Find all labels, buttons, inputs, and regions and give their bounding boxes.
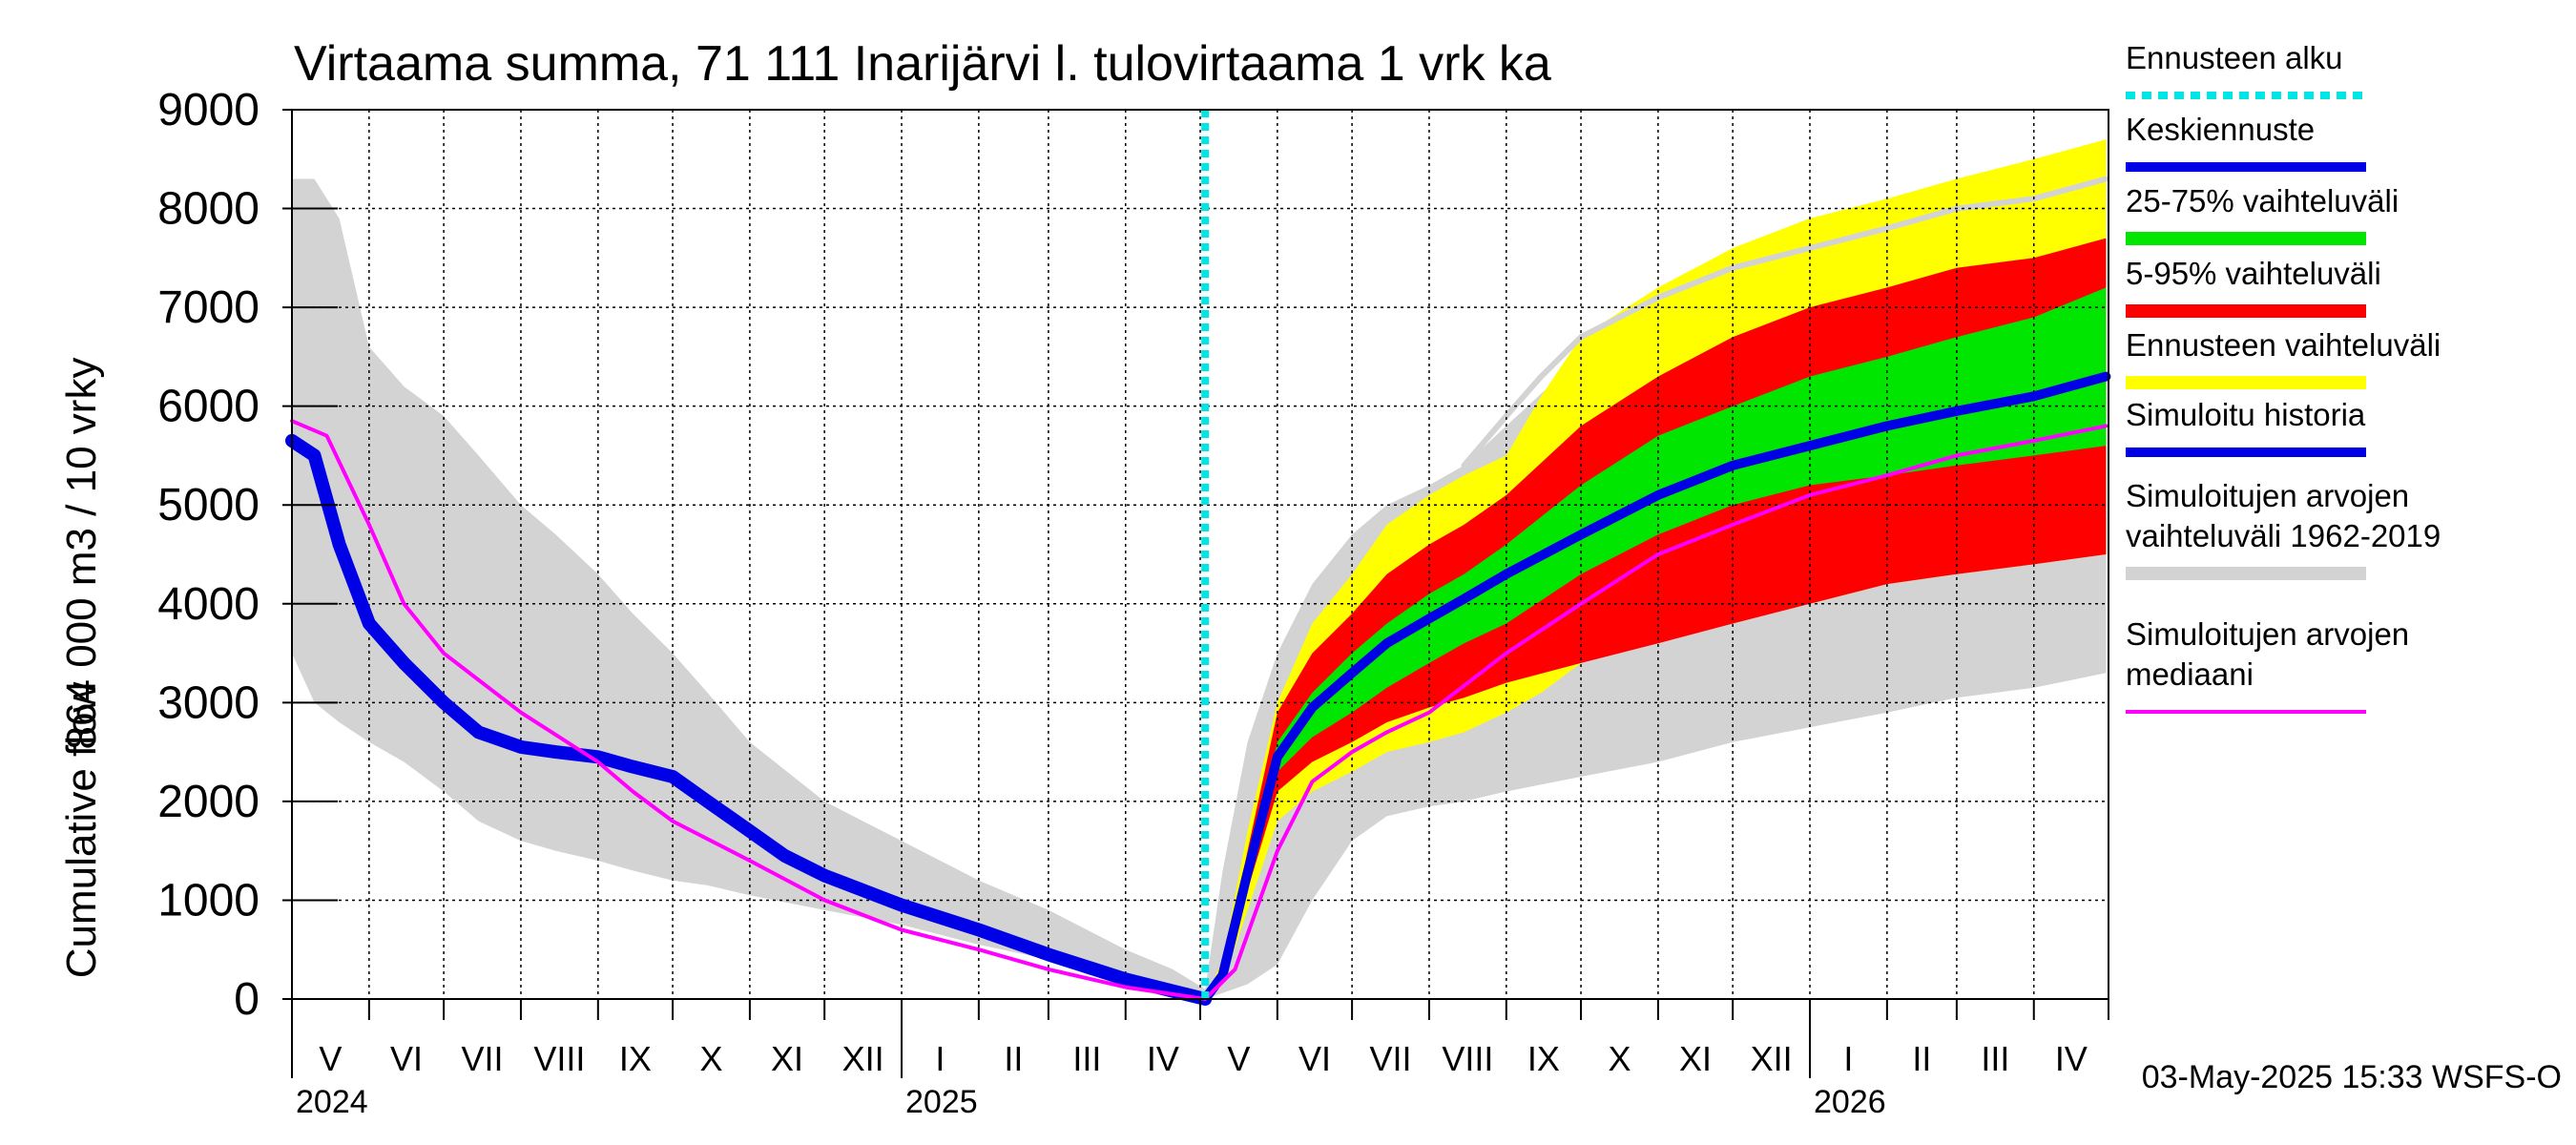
x-month-label: I: [935, 1039, 945, 1078]
x-month-label: IV: [1147, 1039, 1179, 1078]
x-month-label: VI: [390, 1039, 423, 1078]
legend-label: Keskiennuste: [2126, 112, 2315, 147]
x-month-label: IV: [2055, 1039, 2088, 1078]
x-month-label: X: [699, 1039, 722, 1078]
x-month-label: XI: [1679, 1039, 1712, 1078]
mean-forecast-line: [1200, 371, 2111, 1004]
x-month-label: IX: [619, 1039, 652, 1078]
historical-range-upper-line: [1461, 176, 2109, 468]
y-tick-label: 4000: [157, 579, 260, 630]
x-month-label: II: [1912, 1039, 1931, 1078]
legend-label: Ennusteen alku: [2126, 40, 2343, 75]
y-tick-label: 0: [234, 974, 260, 1025]
y-tick-label: 3000: [157, 677, 260, 728]
y-tick-label: 7000: [157, 282, 260, 333]
legend-label: Ennusteen vaihteluväli: [2126, 327, 2441, 363]
x-month-label: V: [1227, 1039, 1250, 1078]
x-axis: V VI VII VIII IX X XI XII I II III IV V VI VII VIII IX X X…: [291, 999, 2109, 1120]
x-month-label: IX: [1527, 1039, 1560, 1078]
x-year-label: 2025: [905, 1084, 978, 1120]
y-tick-label: 9000: [157, 85, 260, 135]
x-month-label: X: [1608, 1039, 1631, 1078]
legend-label: Simuloitujen arvojen: [2126, 616, 2409, 652]
footer-timestamp: 03-May-2025 15:33 WSFS-O: [2142, 1059, 2562, 1095]
legend-label: 25-75% vaihteluväli: [2126, 183, 2399, 219]
legend-label: mediaani: [2126, 656, 2254, 692]
legend: Ennusteen alku Keskiennuste 25-75% vaihtel…: [2126, 40, 2441, 714]
legend-label: Simuloitu historia: [2126, 397, 2366, 432]
chart-title: Virtaama summa, 71 111 Inarijärvi l. tul…: [294, 36, 1551, 92]
x-month-label: XII: [1751, 1039, 1793, 1078]
x-month-label: II: [1004, 1039, 1023, 1078]
simulated-history-line: [285, 433, 1213, 1006]
x-month-label: III: [1072, 1039, 1101, 1078]
y-axis-label-1: 864 000 m3 / 10 vrky: [58, 358, 105, 750]
range-25-75-band: [1205, 287, 2107, 999]
x-month-label: VIII: [533, 1039, 585, 1078]
x-month-label: VIII: [1442, 1039, 1493, 1078]
x-month-label: I: [1843, 1039, 1853, 1078]
y-tick-label: 5000: [157, 480, 260, 531]
x-month-label: V: [319, 1039, 342, 1078]
y-axis-label-2: Cumulative flow: [58, 682, 105, 979]
x-year-label: 2024: [296, 1084, 368, 1120]
x-month-label: III: [1981, 1039, 2009, 1078]
y-axis: 0 1000 2000 3000 4000 5000 6000 7000 8000 9000: [157, 85, 338, 1025]
x-year-label: 2026: [1814, 1084, 1886, 1120]
grid: [292, 110, 2109, 999]
x-month-label: XII: [842, 1039, 884, 1078]
y-tick-label: 8000: [157, 184, 260, 235]
x-month-label: VII: [1370, 1039, 1412, 1078]
plot-area: [292, 139, 2109, 1000]
x-month-label: VI: [1298, 1039, 1331, 1078]
legend-label: vaihteluväli 1962-2019: [2126, 518, 2441, 553]
y-tick-label: 1000: [157, 875, 260, 926]
x-month-label: XI: [771, 1039, 803, 1078]
y-tick-label: 2000: [157, 777, 260, 827]
legend-label: Simuloitujen arvojen: [2126, 478, 2409, 513]
y-tick-label: 6000: [157, 382, 260, 432]
legend-label: 5-95% vaihteluväli: [2126, 256, 2381, 291]
x-month-label: VII: [462, 1039, 504, 1078]
